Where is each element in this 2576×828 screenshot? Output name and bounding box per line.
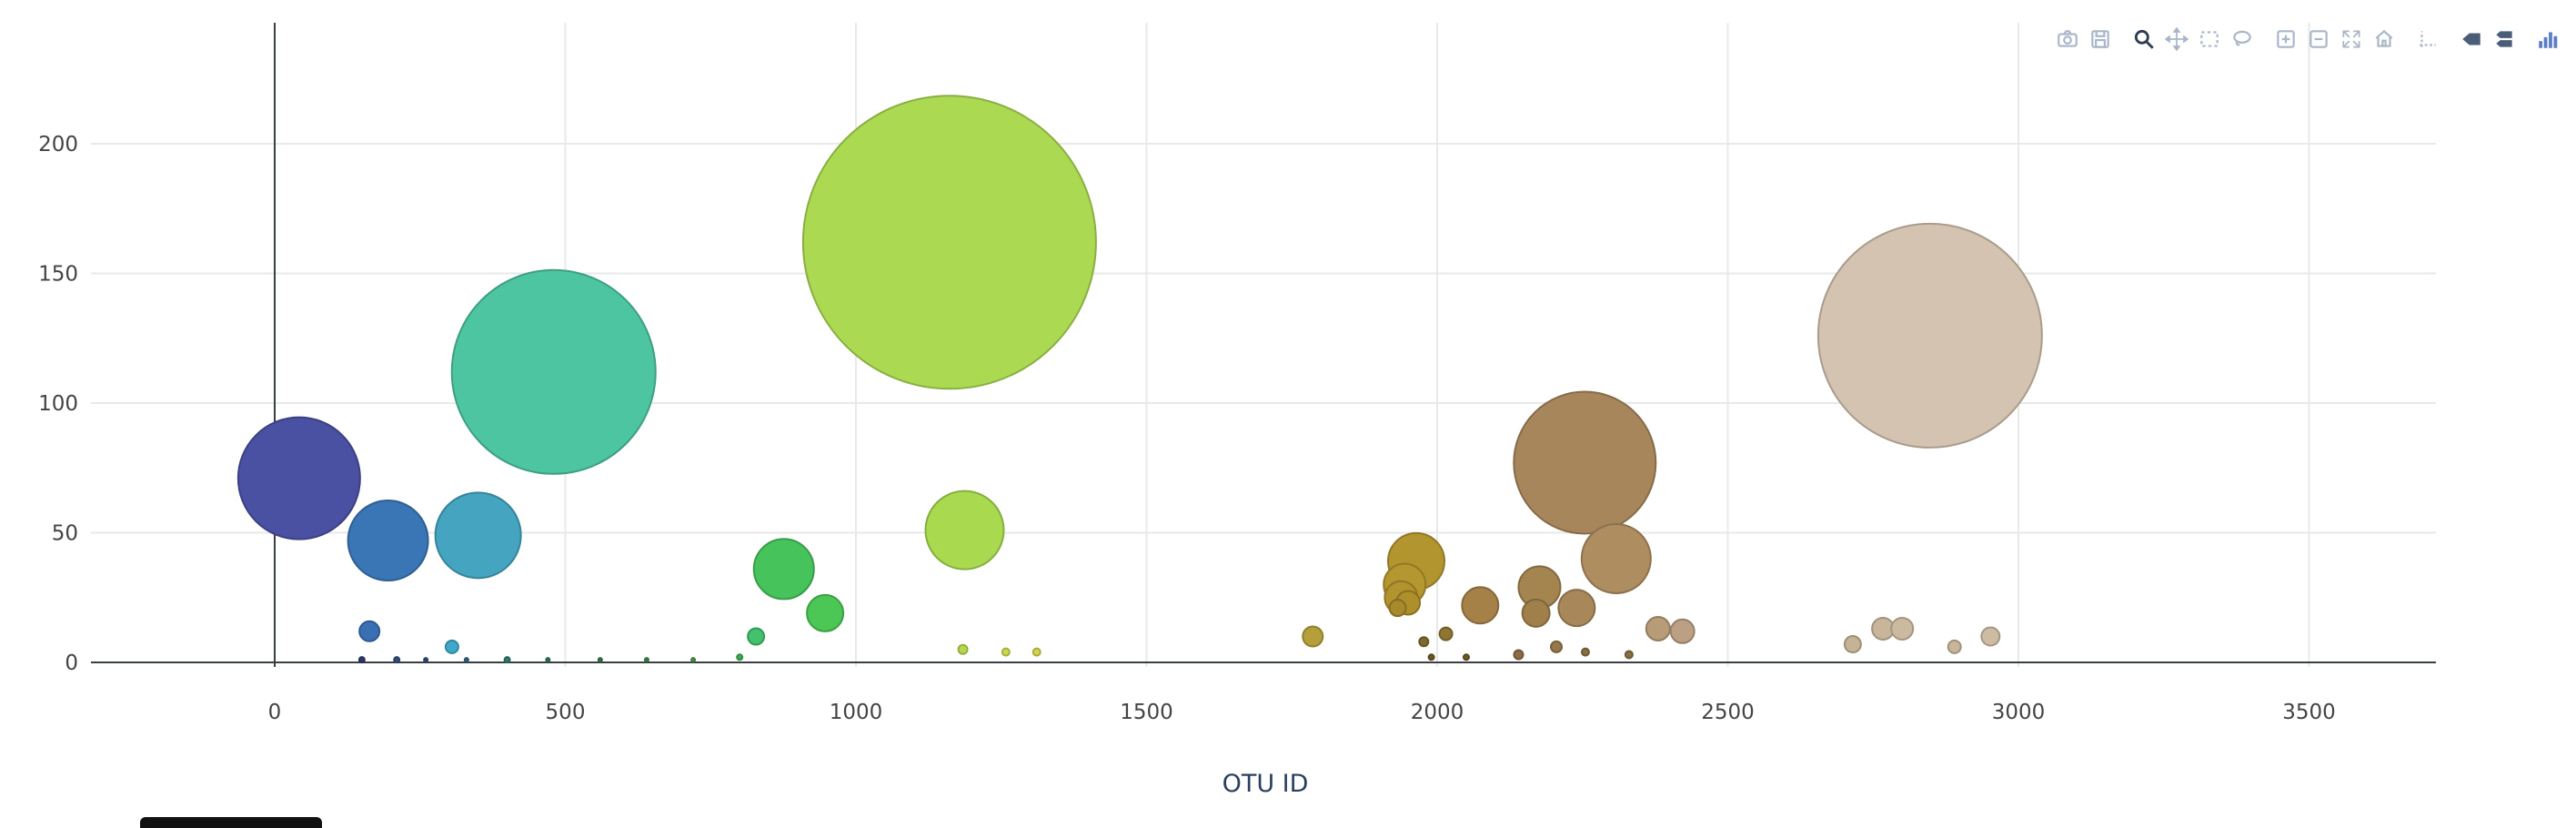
- cropped-black-bar: [140, 817, 322, 828]
- bubbles[interactable]: [236, 95, 2043, 664]
- bubble[interactable]: [347, 500, 429, 582]
- bubble[interactable]: [747, 627, 766, 646]
- y-tick-label: 200: [38, 133, 78, 157]
- spikelines-icon[interactable]: [2412, 24, 2443, 55]
- modebar-group: [2270, 24, 2400, 55]
- x-tick-label: 3000: [1992, 701, 2046, 724]
- bubble[interactable]: [806, 593, 845, 632]
- pan-icon[interactable]: [2161, 24, 2192, 55]
- zoom-icon[interactable]: [2128, 24, 2159, 55]
- y-tick-label: 50: [52, 522, 78, 546]
- bubble[interactable]: [1947, 639, 1962, 654]
- zoom-in-icon[interactable]: [2270, 24, 2301, 55]
- bubble[interactable]: [545, 657, 551, 663]
- bubble[interactable]: [1513, 649, 1524, 661]
- zoom-out-icon[interactable]: [2303, 24, 2334, 55]
- bubble[interactable]: [450, 268, 657, 475]
- x-tick-label: 3500: [2282, 701, 2336, 724]
- y-tick-label: 0: [65, 651, 78, 675]
- gridlines: [91, 23, 2436, 667]
- hover-closest-icon[interactable]: [2456, 24, 2487, 55]
- bubble[interactable]: [1427, 653, 1435, 661]
- reset-axes-icon[interactable]: [2369, 24, 2400, 55]
- bubble[interactable]: [690, 657, 697, 663]
- bubble[interactable]: [1580, 647, 1590, 657]
- bubble[interactable]: [1388, 599, 1407, 618]
- y-tick-label: 100: [38, 392, 78, 416]
- bubble[interactable]: [1549, 640, 1563, 653]
- modebar-group: [2128, 24, 2258, 55]
- bubble[interactable]: [1418, 636, 1430, 648]
- bubble[interactable]: [1462, 653, 1470, 661]
- bubble[interactable]: [358, 620, 381, 642]
- bubble[interactable]: [1031, 647, 1041, 657]
- bubble[interactable]: [736, 653, 744, 661]
- camera-icon[interactable]: [2052, 24, 2083, 55]
- bubble[interactable]: [1461, 586, 1500, 625]
- bubble[interactable]: [957, 643, 969, 655]
- save-icon[interactable]: [2085, 24, 2116, 55]
- axis-lines: [91, 23, 2436, 667]
- x-tick-label: 2500: [1701, 701, 1755, 724]
- bubble[interactable]: [1843, 635, 1862, 654]
- bubble[interactable]: [643, 657, 649, 663]
- bubble[interactable]: [1521, 598, 1551, 628]
- bubble[interactable]: [801, 95, 1097, 390]
- bubble[interactable]: [1438, 626, 1454, 641]
- bubble[interactable]: [1980, 626, 2001, 647]
- autoscale-icon[interactable]: [2336, 24, 2367, 55]
- modebar-group: [2412, 24, 2443, 55]
- modebar-group: [2532, 24, 2563, 55]
- x-tick-label: 0: [268, 701, 282, 724]
- bubble[interactable]: [1302, 625, 1324, 648]
- lasso-select-icon[interactable]: [2227, 24, 2258, 55]
- bubble[interactable]: [503, 656, 511, 664]
- bubble[interactable]: [1001, 647, 1011, 657]
- bubble[interactable]: [1624, 650, 1634, 660]
- x-axis-title: OTU ID: [1223, 770, 1309, 798]
- modebar-group: [2052, 24, 2116, 55]
- bubble[interactable]: [393, 656, 401, 664]
- hover-compare-icon[interactable]: [2489, 24, 2520, 55]
- bubble[interactable]: [1645, 615, 1671, 641]
- bubble[interactable]: [1580, 523, 1652, 594]
- bubble[interactable]: [1513, 390, 1657, 535]
- y-tick-label: 150: [38, 263, 78, 287]
- x-tick-label: 500: [546, 701, 586, 724]
- x-tick-label: 1500: [1120, 701, 1173, 724]
- bubble[interactable]: [1669, 618, 1696, 644]
- bubble[interactable]: [236, 416, 361, 540]
- bubble[interactable]: [1816, 222, 2043, 449]
- box-select-icon[interactable]: [2194, 24, 2225, 55]
- bubble[interactable]: [1890, 616, 1915, 641]
- bubble[interactable]: [434, 491, 522, 580]
- tick-labels: 0 500 1000 1500 2000 2500 3000 3500 0 50 100 150 200: [38, 133, 2336, 724]
- x-tick-label: 1000: [830, 701, 883, 724]
- bubble[interactable]: [463, 657, 469, 663]
- x-tick-label: 2000: [1411, 701, 1464, 724]
- plotly-modebar: [2043, 24, 2563, 55]
- bubble[interactable]: [444, 639, 459, 654]
- bubble[interactable]: [597, 657, 603, 663]
- plotly-logo-icon[interactable]: [2532, 24, 2563, 55]
- modebar-group: [2456, 24, 2520, 55]
- bubble[interactable]: [1557, 589, 1596, 628]
- bubble[interactable]: [423, 657, 429, 663]
- bubble[interactable]: [924, 490, 1005, 571]
- bubble[interactable]: [357, 656, 366, 664]
- bubble[interactable]: [752, 538, 815, 601]
